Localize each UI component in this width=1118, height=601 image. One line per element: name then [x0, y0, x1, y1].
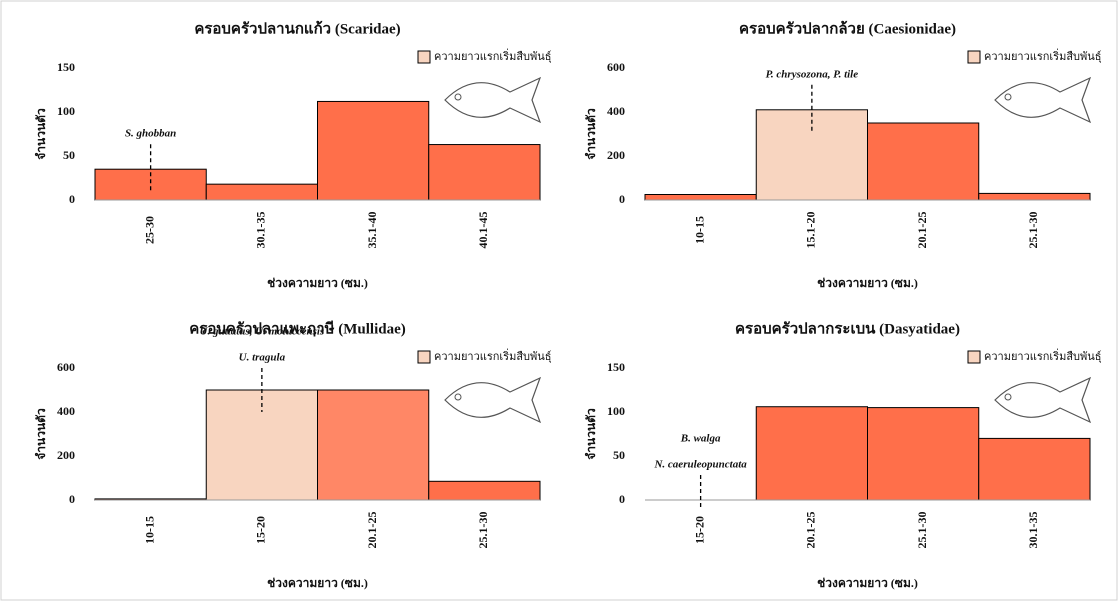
y-tick-label: 50: [613, 448, 625, 462]
annotation: P. chrysozona, P. tile: [766, 68, 859, 80]
y-tick-label: 0: [69, 492, 75, 506]
x-tick-label: 40.1-45: [476, 212, 490, 249]
chart-title: ครอบครัวปลากระเบน (Dasyatidae): [735, 320, 960, 337]
y-axis-label: จำนวนตัว: [584, 408, 598, 460]
y-axis-label: จำนวนตัว: [34, 108, 48, 160]
fish-eye: [454, 93, 462, 101]
y-tick-label: 400: [607, 104, 625, 118]
chart-panel: ครอบครัวปลาแพะฤาษี (Mullidae) จำนวนตัวช่ว…: [34, 320, 552, 589]
x-tick-label: 35.1-40: [365, 212, 379, 249]
legend-label: ความยาวแรกเริ่มสืบพันธุ์: [984, 348, 1102, 363]
y-tick-label: 200: [607, 148, 625, 162]
chart-panel: ครอบครัวปลากล้วย (Caesionidae) จำนวนตัวช่…: [584, 20, 1102, 289]
fish-eye: [454, 393, 462, 401]
chart-panel: ครอบครัวปลากระเบน (Dasyatidae) จำนวนตัวช่…: [584, 320, 1102, 589]
annotation: N. caeruleopunctata: [653, 459, 747, 471]
x-tick-label: 15.1-20: [804, 212, 818, 249]
y-tick-label: 150: [57, 60, 75, 74]
bar: [205, 389, 318, 501]
y-tick-label: 100: [607, 404, 625, 418]
fish-eye: [1004, 393, 1012, 401]
fish-icon: [994, 76, 1092, 124]
x-tick-label: 25.1-30: [915, 512, 929, 549]
bar: [867, 407, 980, 501]
x-tick-label: 20.1-25: [804, 512, 818, 549]
fish-icon: [444, 76, 542, 124]
x-tick-label: 25.1-30: [476, 512, 490, 549]
bar: [978, 437, 1091, 501]
legend-swatch: [967, 350, 981, 364]
y-tick-label: 200: [57, 448, 75, 462]
legend-label: ความยาวแรกเริ่มสืบพันธุ์: [434, 48, 552, 63]
x-tick-label: 30.1-35: [254, 212, 268, 249]
y-tick-label: 50: [63, 148, 75, 162]
x-axis-label: ช่วงความยาว (ซม.): [267, 576, 368, 590]
legend-swatch: [417, 350, 431, 364]
y-axis-label: จำนวนตัว: [34, 408, 48, 460]
fish-icon: [994, 376, 1092, 424]
y-tick-label: 150: [607, 360, 625, 374]
legend-swatch: [417, 50, 431, 64]
x-axis-label: ช่วงความยาว (ซม.): [817, 276, 918, 290]
bar: [867, 122, 980, 201]
x-tick-label: 25.1-30: [1026, 212, 1040, 249]
x-tick-label: 20.1-25: [915, 212, 929, 249]
bar: [428, 480, 541, 501]
bar: [644, 194, 757, 201]
bar: [205, 183, 318, 201]
x-tick-label: 15-20: [254, 516, 268, 544]
x-tick-label: 30.1-35: [1026, 512, 1040, 549]
x-tick-label: 25-30: [142, 216, 156, 244]
y-tick-label: 100: [57, 104, 75, 118]
x-axis-label: ช่วงความยาว (ซม.): [267, 276, 368, 290]
x-tick-label: 10-15: [692, 216, 706, 244]
bar: [978, 192, 1091, 201]
bar: [317, 389, 430, 501]
y-tick-label: 600: [57, 360, 75, 374]
bar: [317, 100, 430, 201]
bar: [428, 144, 541, 201]
chart-title: ครอบครัวปลากล้วย (Caesionidae): [739, 20, 956, 37]
x-tick-label: 10-15: [142, 516, 156, 544]
annotation: U. tragula: [239, 352, 286, 364]
legend-label: ความยาวแรกเริ่มสืบพันธุ์: [984, 48, 1102, 63]
y-tick-label: 0: [619, 492, 625, 506]
legend-label: ความยาวแรกเริ่มสืบพันธุ์: [434, 348, 552, 363]
annotation: B. walga: [680, 433, 721, 445]
y-tick-label: 600: [607, 60, 625, 74]
chart-panel: ครอบครัวปลานกแก้ว (Scaridae) จำนวนตัวช่วง…: [34, 20, 552, 289]
y-axis-label: จำนวนตัว: [584, 108, 598, 160]
x-axis-label: ช่วงความยาว (ซม.): [817, 576, 918, 590]
y-tick-label: 400: [57, 404, 75, 418]
fish-icon: [444, 376, 542, 424]
chart-title: ครอบครัวปลานกแก้ว (Scaridae): [194, 20, 400, 37]
legend-swatch: [967, 50, 981, 64]
chart-title: ครอบครัวปลาแพะฤาษี (Mullidae): [189, 320, 406, 337]
y-tick-label: 0: [619, 192, 625, 206]
bar: [755, 109, 868, 201]
x-tick-label: 15-20: [692, 516, 706, 544]
y-tick-label: 0: [69, 192, 75, 206]
fish-eye: [1004, 93, 1012, 101]
x-tick-label: 20.1-25: [365, 512, 379, 549]
bar: [755, 406, 868, 501]
annotation: S. ghobban: [125, 128, 176, 140]
annotation: U. guttatus, U. moluccensis: [200, 326, 325, 338]
